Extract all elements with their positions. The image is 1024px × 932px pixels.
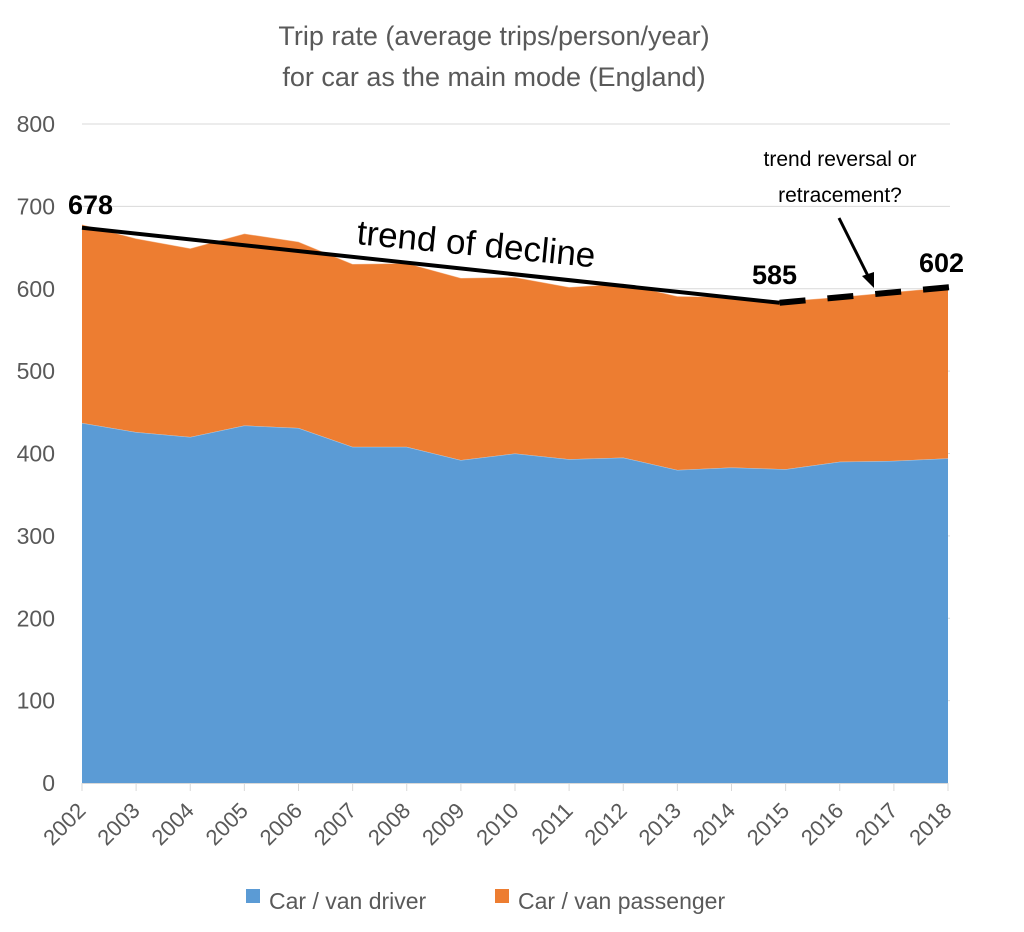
y-tick-label: 100 — [17, 688, 55, 714]
legend-swatch-passenger — [495, 889, 509, 903]
y-tick-label: 200 — [17, 605, 55, 631]
x-tick-label: 2013 — [634, 798, 686, 850]
y-tick-label: 300 — [17, 523, 55, 549]
legend-label-driver: Car / van driver — [269, 888, 427, 914]
legend-label-passenger: Car / van passenger — [518, 888, 725, 914]
y-tick-label: 0 — [42, 770, 55, 796]
arrow-shaft — [837, 217, 872, 281]
x-tick-label: 2006 — [255, 798, 307, 850]
x-tick-label: 2016 — [796, 798, 848, 850]
annotation-arrow — [837, 217, 874, 288]
y-axis: 0 100 200 300 400 500 600 700 800 — [17, 111, 55, 796]
x-tick-label: 2008 — [363, 798, 415, 850]
area-series-passenger — [82, 224, 948, 470]
x-tick-label: 2018 — [904, 798, 956, 850]
chart-title-line-2: for car as the main mode (England) — [282, 62, 705, 92]
trend-decline-line — [81, 225, 780, 305]
arrow-head-icon — [862, 272, 874, 288]
x-tick-label: 2015 — [742, 798, 794, 850]
y-tick-label: 700 — [17, 193, 55, 219]
x-tick-label: 2004 — [146, 798, 198, 850]
legend-swatch-driver — [246, 889, 260, 903]
legend: Car / van driver Car / van passenger — [246, 888, 725, 914]
x-axis: 2002 2003 2004 2005 2006 2007 2008 2009 2010 2011… — [38, 783, 957, 850]
y-tick-label: 800 — [17, 111, 55, 137]
label-2002-total: 678 — [68, 190, 113, 220]
label-2015-total: 585 — [752, 260, 797, 290]
trend-reversal-label-line-1: trend reversal or — [764, 148, 917, 171]
x-tick-label: 2011 — [527, 798, 578, 849]
x-tick-label: 2017 — [850, 798, 902, 850]
x-tick-label: 2014 — [688, 798, 740, 850]
y-tick-label: 400 — [17, 441, 55, 467]
chart-title-line-1: Trip rate (average trips/person/year) — [278, 21, 709, 51]
chart-title: Trip rate (average trips/person/year) fo… — [278, 21, 709, 92]
plot-areas — [81, 224, 949, 783]
label-2018-total: 602 — [919, 248, 964, 278]
x-tick-label: 2009 — [417, 798, 469, 850]
x-tick-label: 2007 — [309, 798, 361, 850]
x-tick-label: 2003 — [92, 798, 144, 850]
x-tick-label: 2002 — [38, 798, 90, 850]
y-tick-label: 500 — [17, 358, 55, 384]
trend-reversal-label-line-2: retracement? — [778, 184, 902, 207]
y-tick-label: 600 — [17, 276, 55, 302]
x-tick-label: 2010 — [471, 798, 523, 850]
area-series-driver — [82, 423, 948, 783]
x-tick-label: 2005 — [201, 798, 253, 850]
x-tick-label: 2012 — [579, 798, 631, 850]
